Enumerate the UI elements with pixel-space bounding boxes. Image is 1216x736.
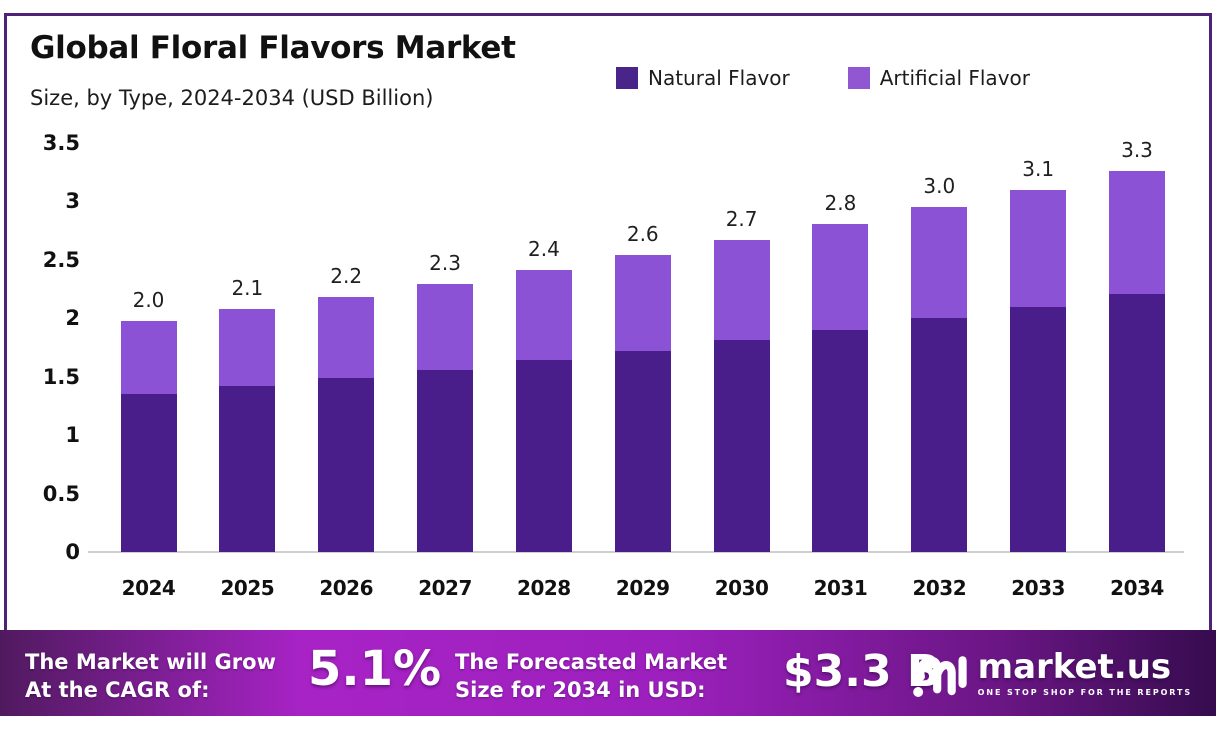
bar-value-label: 2.3 [429,251,461,276]
bar-segment-natural [614,350,671,552]
stacked-bar-chart: 0 0.5 1 1.5 2 2.5 3 3.5 2.0 2024 2.1 2025 2.2 2026 2.3… [0,130,1216,610]
cagr-label: The Market will Grow At the CAGR of: [25,648,276,705]
bar-2031 [812,223,869,552]
bar-2034 [1109,171,1165,552]
bar-segment-natural [1010,306,1067,552]
x-tick-label: 2027 [418,576,472,600]
y-tick-label: 1 [65,423,80,448]
bar-segment-natural [812,329,869,552]
bar-2032 [911,207,968,552]
forecast-label-line1: The Forecasted Market [455,650,728,674]
bar-segment-natural [911,318,968,552]
bar-segment-artificial [219,308,276,387]
forecast-label-line2: Size for 2034 in USD: [455,678,706,703]
bar-2033 [1010,189,1067,552]
footer-banner: The Market will Grow At the CAGR of: 5.1… [0,630,1216,716]
x-tick-label: 2032 [912,576,967,600]
y-tick-label: 2.5 [42,247,80,272]
x-tick-label: 2031 [813,576,868,600]
y-tick-label: 3.5 [42,131,80,155]
y-tick-label: 1.5 [42,364,80,389]
bar-value-label: 2.7 [725,206,758,231]
y-tick-label: 2 [65,306,80,331]
bar-2029 [614,255,671,552]
chart-legend: Natural Flavor Artificial Flavor [616,66,1030,90]
bar-2026 [318,297,375,552]
bar-value-label: 2.8 [824,190,857,215]
bar-segment-artificial [812,223,869,330]
x-tick-label: 2028 [517,576,571,600]
bar-value-label: 3.3 [1121,138,1153,163]
y-tick-label: 0 [65,540,80,564]
x-axis-line [88,551,1184,553]
artificial-flavor-swatch-icon [847,67,870,89]
marketus-logo: market.us ONE STOP SHOP FOR THE REPORTS [910,644,1192,702]
x-tick-label: 2024 [121,576,176,600]
bar-segment-natural [120,394,177,552]
bar-2024 [120,320,177,552]
bar-value-label: 2.2 [330,264,363,289]
bar-segment-artificial [1109,171,1165,294]
forecast-label: The Forecasted Market Size for 2034 in U… [455,648,727,705]
bar-segment-artificial [911,207,968,319]
y-tick-label: 0.5 [42,481,80,506]
page-title: Global Floral Flavors Market [30,30,516,66]
x-tick-label: 2029 [615,576,670,600]
legend-label-natural: Natural Flavor [648,66,790,90]
bar-segment-artificial [318,297,375,378]
page-subtitle: Size, by Type, 2024-2034 (USD Billion) [30,86,434,110]
brand-name: market.us [977,646,1172,687]
bar-2027 [417,284,474,552]
bar-value-label: 3.0 [923,174,956,199]
bar-segment-natural [318,377,375,552]
forecast-value: $3.3 B [783,646,941,697]
cagr-value: 5.1% [308,641,442,697]
bar-segment-artificial [417,284,474,370]
bar-segment-artificial [614,255,671,351]
bar-segment-artificial [120,320,177,395]
natural-flavor-swatch-icon [616,67,638,89]
cagr-label-line2: At the CAGR of: [25,678,210,703]
bar-segment-natural [219,386,276,552]
x-tick-label: 2026 [319,576,374,600]
bar-segment-natural [1109,293,1165,552]
bar-value-label: 2.6 [626,222,659,247]
marketus-logo-text: market.us ONE STOP SHOP FOR THE REPORTS [978,650,1192,697]
bar-value-label: 2.0 [132,287,165,312]
cagr-label-line1: The Market will Grow [25,650,276,674]
bar-value-label: 3.1 [1022,156,1055,181]
legend-label-artificial: Artificial Flavor [879,66,1030,90]
bar-segment-natural [515,360,572,552]
bar-value-label: 2.1 [231,275,264,300]
y-tick-label: 3 [65,189,80,214]
bar-segment-artificial [515,270,572,361]
x-tick-label: 2033 [1011,576,1065,600]
legend-item-natural: Natural Flavor [616,66,790,90]
x-tick-label: 2025 [220,576,275,600]
bar-2030 [713,239,770,552]
bar-segment-natural [417,369,474,552]
brand-tagline: ONE STOP SHOP FOR THE REPORTS [977,687,1192,697]
marketus-logo-icon [912,656,967,698]
x-tick-label: 2030 [714,576,769,600]
bar-value-label: 2.4 [527,237,560,262]
x-tick-label: 2034 [1110,576,1164,600]
bar-segment-artificial [1010,189,1067,307]
bar-segment-natural [713,340,770,552]
bar-segment-artificial [713,239,770,341]
bar-2025 [219,308,276,552]
bar-2028 [515,270,572,552]
legend-item-artificial: Artificial Flavor [847,66,1030,90]
